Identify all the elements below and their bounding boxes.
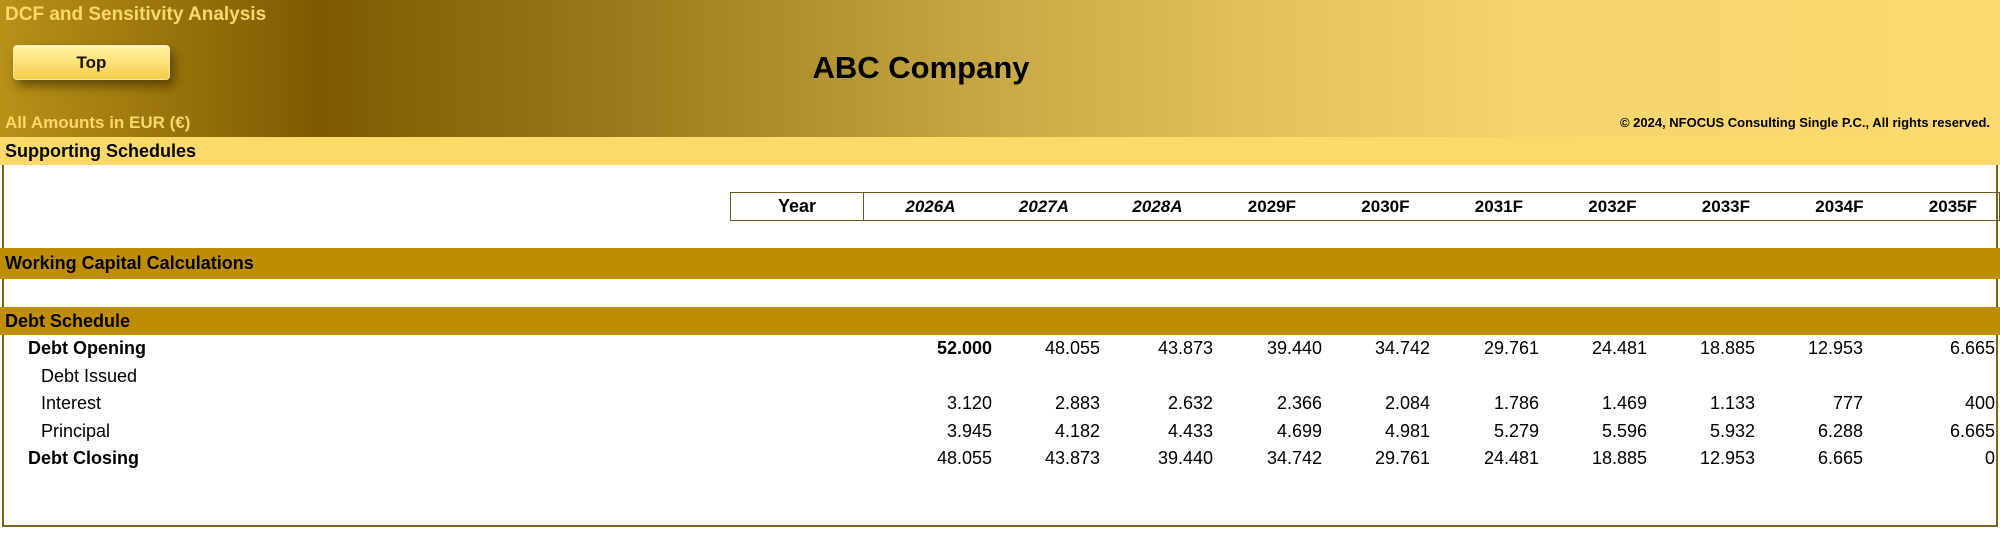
year-header-row: Year 2026A 2027A 2028A 2029F 2030F 2031F… [730,192,2000,221]
company-name: ABC Company [812,50,1030,85]
header-banner: DCF and Sensitivity Analysis Top ABC Com… [0,0,2000,137]
year-label: Year [731,193,864,220]
table-cell[interactable]: 6.288 [1817,420,1863,441]
year-cell[interactable]: 2028A [1132,197,1183,216]
year-cell[interactable]: 2035F [1928,197,1977,216]
table-cell[interactable]: 2.084 [1384,393,1430,413]
table-cell[interactable]: 24.481 [1483,448,1539,468]
year-cell[interactable]: 2033F [1701,197,1750,216]
table-cell[interactable]: 5.932 [1709,420,1755,441]
table-cell[interactable]: 4.182 [1054,420,1100,441]
table-cell[interactable]: 2.366 [1276,393,1322,413]
table-cell[interactable]: 48.055 [1044,338,1100,358]
table-cell[interactable]: 0 [1984,448,1995,468]
table-cell[interactable]: 43.873 [1157,338,1213,358]
section-supporting-schedules: Supporting Schedules [0,137,2000,165]
year-cell[interactable]: 2029F [1247,197,1296,216]
table-cell[interactable]: 4.981 [1384,420,1430,441]
table-cell[interactable]: 12.953 [1807,338,1863,358]
table-row: Debt Issued [0,363,2000,390]
table-cell[interactable]: 1.133 [1709,393,1755,413]
section-working-capital: Working Capital Calculations [0,248,2000,279]
sheet-title: DCF and Sensitivity Analysis [5,4,267,25]
amounts-note: All Amounts in EUR (€) [5,113,191,132]
table-cell[interactable]: 34.742 [1266,448,1322,468]
table-cell[interactable]: 6.665 [1817,448,1863,468]
year-cell[interactable]: 2027A [1018,197,1069,216]
table-cell[interactable]: 29.761 [1374,448,1430,468]
table-cell[interactable]: 34.742 [1374,338,1430,358]
table-cell[interactable]: 29.761 [1483,338,1539,358]
table-cell[interactable]: 777 [1832,393,1863,413]
table-cell[interactable]: 6.665 [1949,420,1995,441]
table-row: Debt Opening 52.000 48.055 43.873 39.440 34.7… [0,335,2000,362]
table-cell[interactable]: 2.883 [1054,393,1100,413]
table-row: Debt Closing 48.055 43.873 39.440 34.742 29.7… [0,445,2000,472]
table-cell[interactable]: 18.885 [1591,448,1647,468]
table-cell[interactable]: 12.953 [1699,448,1755,468]
table-cell[interactable]: 48.055 [936,448,992,468]
row-label: Debt Issued [41,365,138,386]
table-cell[interactable]: 400 [1964,393,1995,413]
copyright-text: © 2024, NFOCUS Consulting Single P.C., A… [1619,115,1990,130]
table-cell[interactable]: 4.699 [1276,420,1322,441]
row-label: Interest [41,393,102,413]
table-cell[interactable]: 39.440 [1266,338,1322,358]
row-label: Principal [41,420,111,441]
table-cell[interactable]: 24.481 [1591,338,1647,358]
year-cell[interactable]: 2034F [1815,197,1864,216]
table-cell[interactable]: 5.279 [1493,420,1539,441]
row-label: Debt Opening [28,338,146,358]
table-cell[interactable]: 4.433 [1167,420,1213,441]
table-row: Interest 3.120 2.883 2.632 2.366 2.084 1.786 1.… [0,390,2000,417]
table-cell[interactable]: 3.120 [946,393,992,413]
table-cell[interactable]: 52.000 [936,338,992,358]
section-debt-schedule: Debt Schedule [0,307,2000,335]
year-cell[interactable]: 2032F [1588,197,1637,216]
table-row: Principal 3.945 4.182 4.433 4.699 4.981 5.279 5… [0,418,2000,445]
table-cell[interactable]: 39.440 [1157,448,1213,468]
table-cell[interactable]: 2.632 [1167,393,1213,413]
year-cell[interactable]: 2031F [1474,197,1523,216]
year-cell[interactable]: 2026A [905,197,956,216]
table-cell[interactable]: 18.885 [1699,338,1755,358]
table-cell[interactable]: 1.469 [1601,393,1647,413]
top-button[interactable]: Top [13,45,170,80]
table-cell[interactable]: 1.786 [1493,393,1539,413]
row-label: Debt Closing [28,448,139,468]
table-cell[interactable]: 43.873 [1044,448,1100,468]
table-cell[interactable]: 6.665 [1949,338,1995,358]
table-cell[interactable]: 3.945 [946,420,992,441]
year-cell[interactable]: 2030F [1361,197,1410,216]
table-cell[interactable]: 5.596 [1601,420,1647,441]
